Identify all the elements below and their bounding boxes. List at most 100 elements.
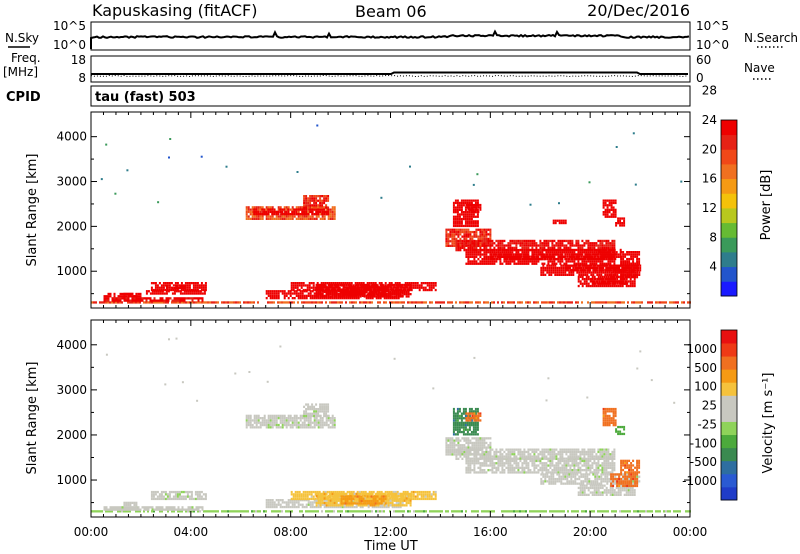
- heatmap-cell: [271, 206, 274, 209]
- heatmap-cell: [333, 217, 336, 220]
- heatmap-cell: [614, 213, 617, 216]
- heatmap-cell: [583, 264, 586, 267]
- heatmap-cell: [608, 271, 611, 274]
- heatmap-cell: [157, 201, 160, 204]
- heatmap-cell: [352, 497, 355, 500]
- heatmap-cell: [193, 290, 196, 293]
- heatmap-cell: [303, 199, 306, 202]
- heatmap-cell: [342, 495, 345, 498]
- heatmap-cell: [299, 290, 302, 293]
- heatmap-cell: [327, 501, 330, 505]
- heatmap-cell: [541, 248, 544, 252]
- heatmap-cell: [462, 201, 465, 205]
- heatmap-cell: [577, 284, 580, 288]
- heatmap-cell: [131, 295, 134, 298]
- heatmap-cell: [257, 210, 260, 213]
- heatmap-cell: [287, 510, 289, 513]
- heatmap-cell: [630, 257, 633, 261]
- heatmap-cell: [405, 290, 408, 293]
- heatmap-cell: [467, 242, 470, 245]
- heatmap-cell: [251, 206, 254, 209]
- heatmap-cell: [659, 301, 661, 304]
- heatmap-cell: [638, 260, 641, 263]
- heatmap-cell: [460, 213, 463, 216]
- heatmap-cell: [319, 301, 321, 304]
- heatmap-cell: [591, 255, 594, 258]
- heatmap-cell: [504, 257, 507, 261]
- heatmap-cell: [198, 493, 201, 496]
- heatmap-cell: [537, 301, 539, 304]
- heatmap-cell: [620, 273, 623, 276]
- heatmap-cell: [467, 228, 470, 231]
- heatmap-cell: [271, 213, 274, 216]
- heatmap-cell: [585, 248, 588, 252]
- heatmap-cell: [123, 510, 125, 513]
- heatmap-cell: [275, 510, 277, 513]
- heatmap-cell: [173, 297, 176, 300]
- heatmap-cell: [365, 301, 367, 304]
- heatmap-cell: [361, 510, 363, 513]
- heatmap-cell: [328, 490, 331, 494]
- heatmap-cell: [582, 266, 585, 270]
- heatmap-cell: [585, 251, 588, 254]
- heatmap-cell: [467, 230, 470, 234]
- heatmap-cell: [257, 217, 260, 220]
- heatmap-cell: [245, 417, 248, 420]
- heatmap-cell: [614, 280, 617, 283]
- heatmap-cell: [255, 208, 258, 211]
- heatmap-cell: [473, 262, 476, 265]
- heatmap-cell: [483, 248, 486, 252]
- heatmap-cell: [409, 288, 412, 291]
- heatmap-cell: [612, 199, 615, 202]
- heatmap-cell: [434, 493, 437, 496]
- heatmap-cell: [589, 242, 592, 245]
- heatmap-cell: [307, 215, 310, 218]
- heatmap-cell: [583, 244, 586, 247]
- freq-label: Freq.: [11, 51, 41, 65]
- heatmap-cell: [467, 258, 470, 261]
- heatmap-cell: [321, 210, 324, 213]
- heatmap-cell: [186, 284, 189, 287]
- heatmap-cell: [391, 497, 394, 500]
- heatmap-cell: [174, 288, 177, 292]
- heatmap-cell: [517, 239, 520, 243]
- heatmap-cell: [201, 292, 204, 295]
- heatmap-cell: [487, 244, 490, 247]
- heatmap-cell: [395, 295, 398, 298]
- heatmap-cell: [290, 493, 293, 496]
- heatmap-cell: [424, 495, 427, 498]
- heatmap-cell: [253, 208, 256, 211]
- heatmap-cell: [333, 495, 336, 498]
- heatmap-cell: [399, 501, 402, 505]
- heatmap-cell: [356, 291, 359, 294]
- heatmap-cell: [279, 208, 282, 211]
- heatmap-cell: [343, 295, 346, 298]
- heatmap-cell: [541, 242, 544, 245]
- heatmap-cell: [608, 201, 611, 205]
- heatmap-cell: [342, 282, 345, 285]
- heatmap-cell: [636, 253, 639, 256]
- heatmap-cell: [404, 495, 407, 498]
- heatmap-cell: [529, 242, 532, 245]
- heatmap-cell: [188, 495, 191, 498]
- heatmap-cell: [389, 283, 392, 287]
- heatmap-cell: [310, 493, 313, 496]
- heatmap-cell: [457, 235, 460, 238]
- heatmap-cell: [409, 501, 412, 505]
- heatmap-cell: [434, 497, 437, 501]
- heatmap-cell: [465, 248, 468, 252]
- heatmap-cell: [403, 290, 406, 293]
- heatmap-cell: [587, 242, 590, 245]
- heatmap-cell: [111, 506, 114, 509]
- heatmap-cell: [507, 510, 509, 513]
- heatmap-cell: [366, 495, 369, 498]
- heatmap-cell: [616, 282, 619, 285]
- heatmap-cell: [469, 253, 472, 256]
- heatmap-cell: [113, 301, 115, 304]
- heatmap-cell: [285, 206, 288, 209]
- heatmap-cell: [499, 260, 502, 263]
- heatmap-cell: [273, 290, 276, 293]
- heatmap-cell: [346, 490, 349, 494]
- heatmap-cell: [582, 255, 585, 258]
- heatmap-cell: [495, 260, 498, 263]
